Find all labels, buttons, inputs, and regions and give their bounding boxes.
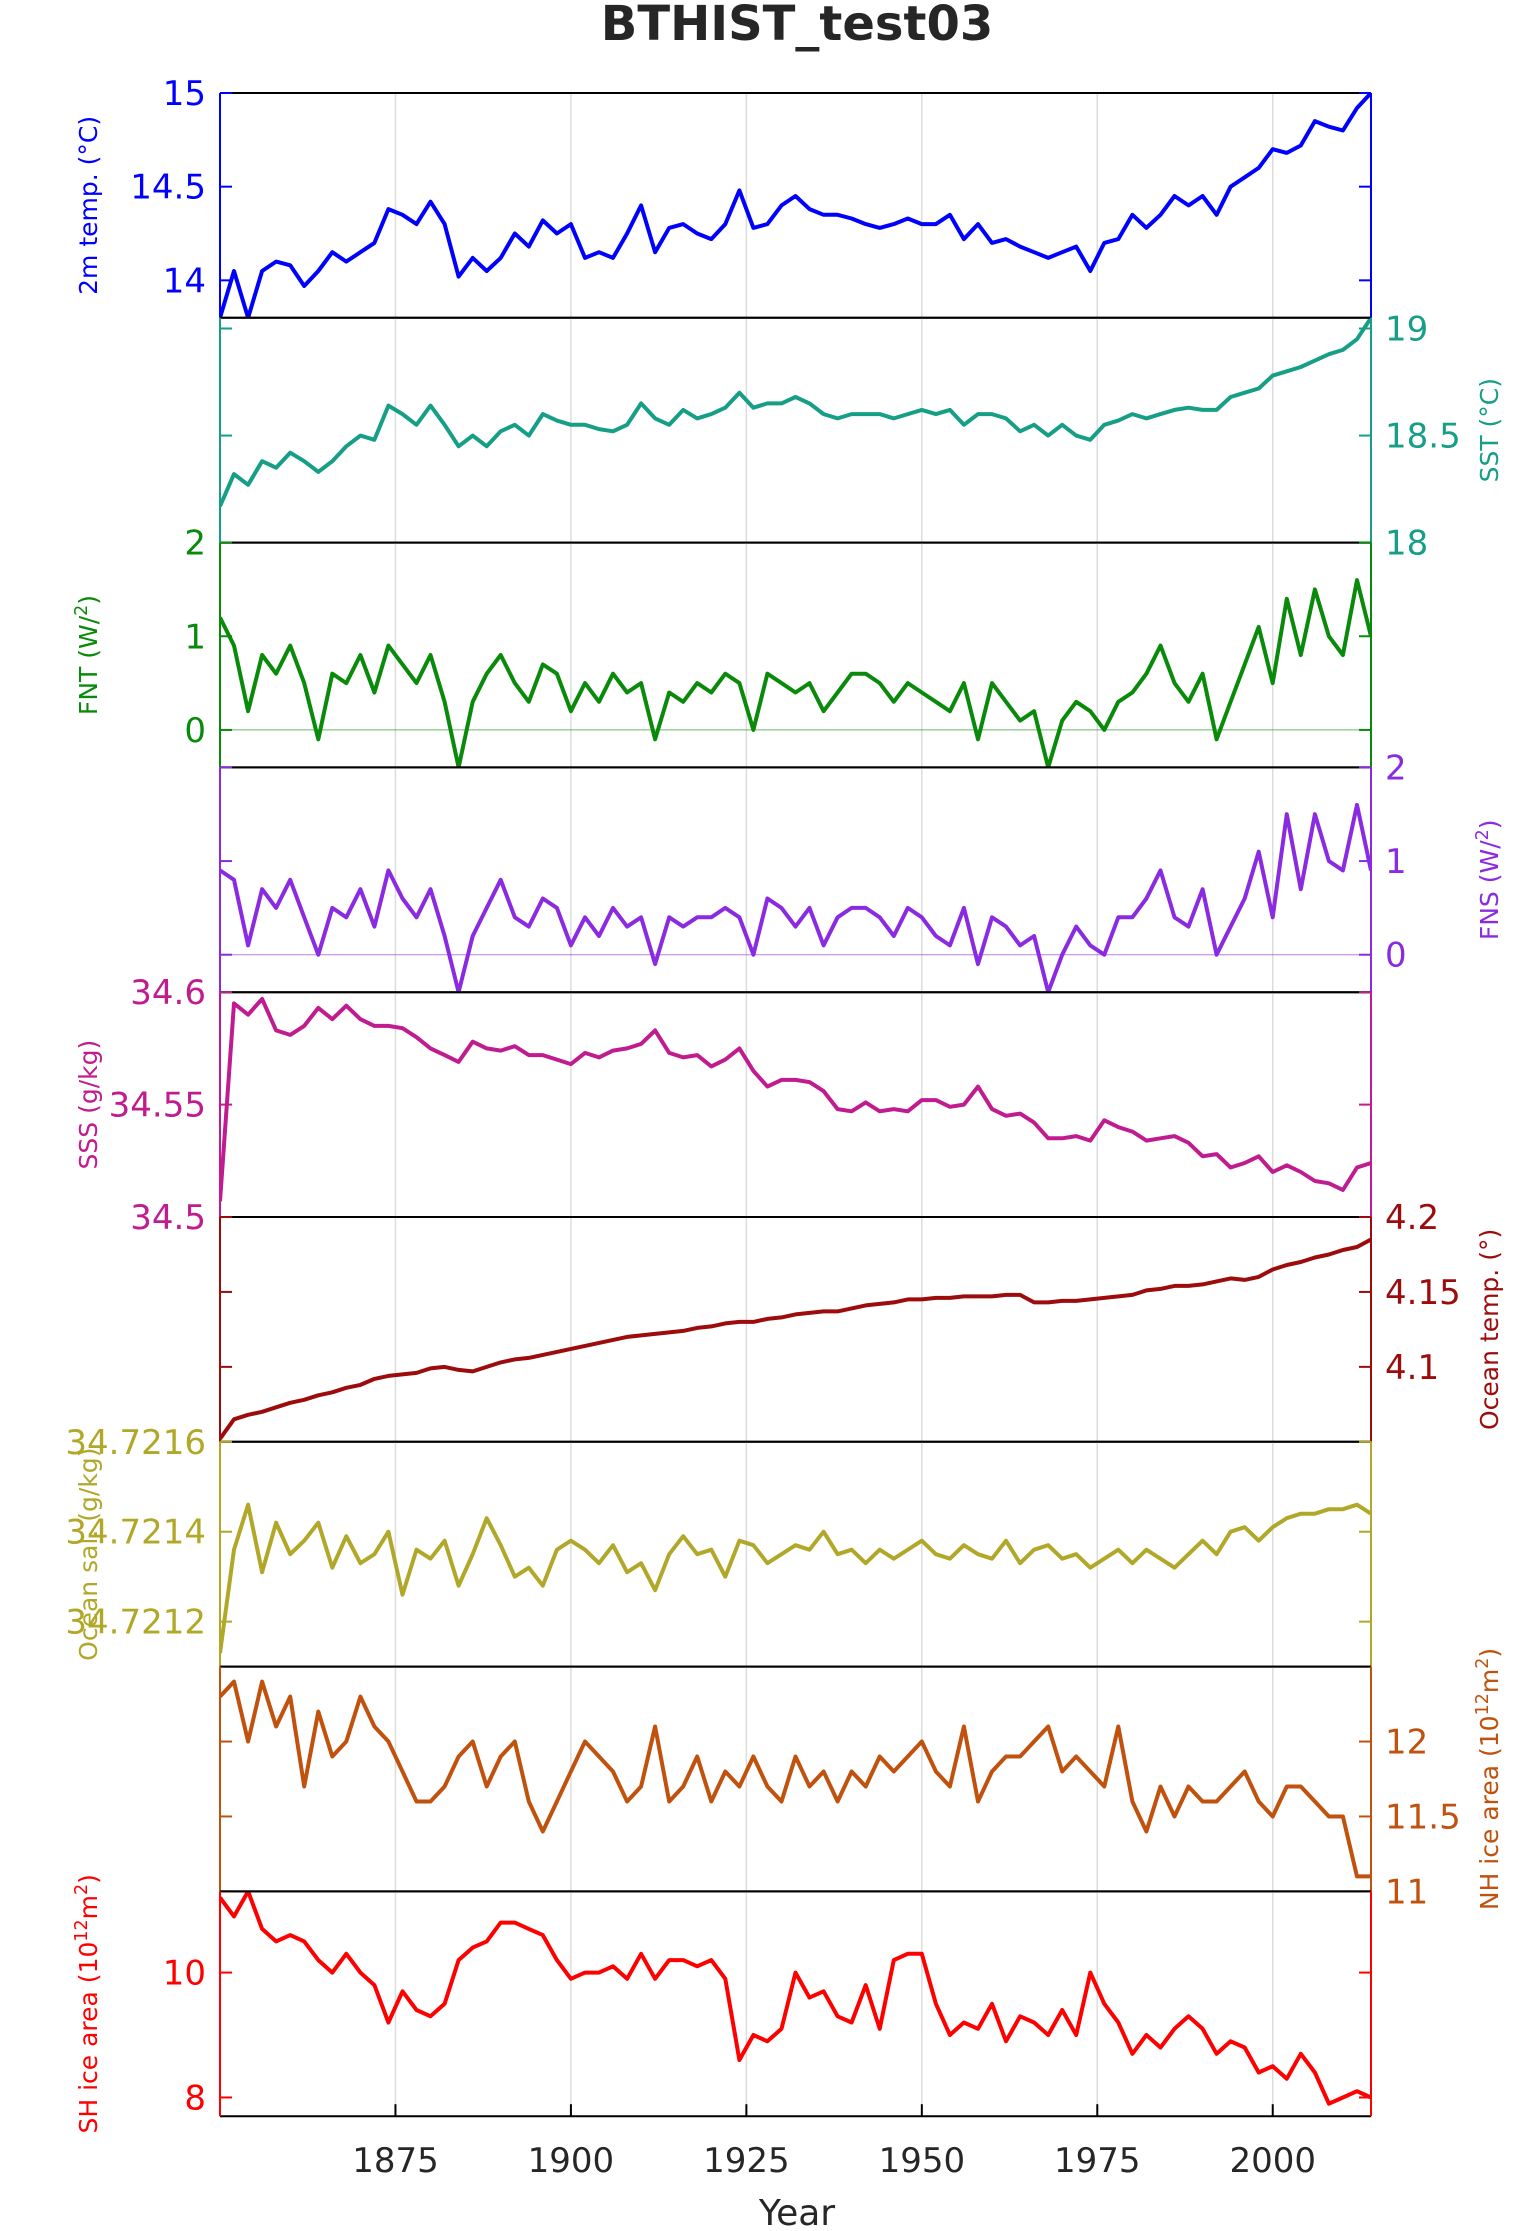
y-tick-label: 11: [1385, 1872, 1428, 1912]
series-line-sst: [220, 317, 1371, 507]
y-tick-label: 1: [1385, 842, 1407, 882]
y-axis-label-sst: SST (°C): [1475, 378, 1504, 482]
series-line-fns: [220, 802, 1371, 993]
y-tick-label: 0: [184, 711, 206, 751]
panel-fnt: 0 1 2 FNT (W/2): [72, 524, 1372, 769]
y-axis-label-fns: FNS (W/2): [1473, 819, 1504, 940]
series-line-sss: [220, 996, 1371, 1202]
y-tick-label: 15: [163, 74, 206, 114]
series-line-sh-ice: [220, 1891, 1371, 2106]
x-axis-label: Year: [758, 2193, 835, 2231]
y-tick-label: 2: [1385, 748, 1407, 788]
x-tick-label: 2000: [1229, 2141, 1316, 2181]
y-axis-label-ocean-temp: Ocean temp. (°): [1475, 1229, 1504, 1430]
x-tick-label: 1875: [352, 2141, 439, 2181]
y-tick-label: 34.7212: [65, 1603, 206, 1643]
y-axis-label-2m-temp: 2m temp. (°C): [74, 116, 103, 295]
y-tick-label: 2: [184, 524, 206, 564]
panel-sh-ice: 8 10 SH ice area (1012m2): [72, 1874, 1372, 2134]
series-line-ocean-sal: [220, 1502, 1371, 1654]
panel-sst: 18 18.5 19 SST (°C): [219, 310, 1504, 564]
panel-fns: 0 1 2 FNS (W/2): [219, 748, 1504, 994]
y-tick-label: 4.15: [1385, 1273, 1461, 1313]
x-tick-label: 1900: [528, 2141, 615, 2181]
series-line-ocean-temp: [220, 1237, 1371, 1440]
y-tick-label: 0: [1385, 936, 1407, 976]
series-line-2m-temp: [220, 93, 1371, 318]
y-tick-label: 4.1: [1385, 1348, 1439, 1388]
panel-2m-temp: 14 14.5 15 2m temp. (°C): [74, 74, 1372, 319]
y-tick-label: 34.55: [109, 1086, 206, 1126]
y-tick-label: 34.5: [130, 1198, 206, 1238]
y-axis-label-ocean-sal: Ocean sal. (g/kg): [74, 1448, 103, 1661]
y-axis-label-sh-ice: SH ice area (1012m2): [72, 1874, 103, 2133]
series-line-fnt: [220, 578, 1371, 768]
x-axis: 1875 1900 1925 1950 1975 2000: [352, 2104, 1316, 2181]
panel-ocean-temp: 4.1 4.15 4.2 Ocean temp. (°): [219, 1198, 1504, 1443]
y-tick-label: 12: [1385, 1723, 1428, 1763]
y-tick-label: 34.7214: [65, 1513, 206, 1553]
panel-sss: 34.5 34.55 34.6 SSS (g/kg): [74, 973, 1372, 1238]
y-axis-label-nh-ice: NH ice area (1012m2): [1473, 1648, 1504, 1910]
x-tick-label: 1925: [703, 2141, 790, 2181]
y-tick-label: 4.2: [1385, 1198, 1439, 1238]
y-tick-label: 18.5: [1385, 417, 1461, 457]
y-tick-label: 14.5: [130, 168, 206, 208]
y-tick-label: 10: [163, 1954, 206, 1994]
y-tick-label: 18: [1385, 524, 1428, 564]
y-tick-label: 34.6: [130, 973, 206, 1013]
y-axis-label-fnt: FNT (W/2): [72, 595, 103, 715]
y-tick-label: 34.7216: [65, 1423, 206, 1463]
x-tick-label: 1950: [879, 2141, 966, 2181]
y-tick-label: 14: [163, 261, 206, 301]
figure-title: BTHIST_test03: [601, 0, 993, 52]
y-tick-label: 1: [184, 617, 206, 657]
x-tick-label: 1975: [1054, 2141, 1141, 2181]
y-tick-label: 8: [184, 2078, 206, 2118]
series-line-nh-ice: [220, 1679, 1371, 1879]
panel-nh-ice: 11 11.5 12 NH ice area (1012m2): [219, 1648, 1504, 1912]
y-axis-label-sss: SSS (g/kg): [74, 1040, 103, 1170]
y-tick-label: 19: [1385, 310, 1428, 350]
y-tick-label: 11.5: [1385, 1797, 1461, 1837]
